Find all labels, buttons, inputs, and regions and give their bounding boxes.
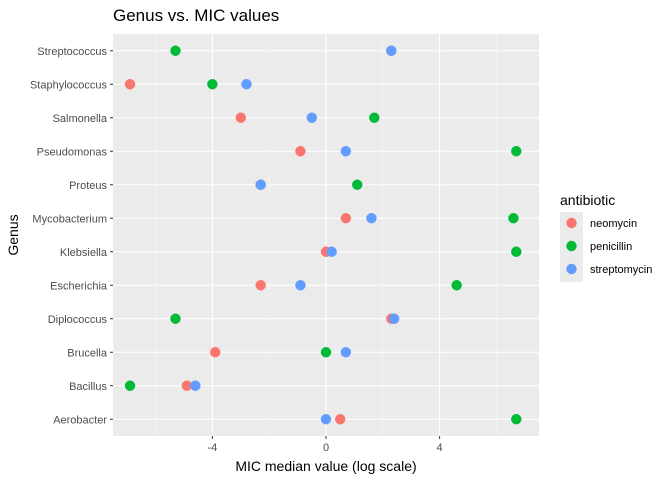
data-point-streptomycin: Pseudomonas — streptomycin: 0.7 <box>340 146 352 157</box>
data-point-penicillin: Salmonella — penicillin: 1.7 <box>369 112 380 123</box>
data-point-streptomycin: Klebsiella — streptomycin: 0.2 <box>326 246 337 257</box>
data-point-streptomycin: Staphylococcus — streptomycin: -2.8 <box>241 79 252 90</box>
data-point-neomycin: Staphylococcus — neomycin: -6.9 <box>124 79 136 90</box>
data-point-penicillin: Aerobacter — penicillin: 6.7 <box>511 414 522 425</box>
data-point-streptomycin: Salmonella — streptomycin: -0.5 <box>306 112 317 123</box>
data-point-streptomycin: Aerobacter — streptomycin: 0 <box>320 414 332 425</box>
data-point-penicillin: Staphylococcus — penicillin: -4 <box>207 79 218 90</box>
data-point-neomycin: Mycobacterium — neomycin: 0.7 <box>340 213 352 224</box>
data-point-neomycin: Salmonella — neomycin: -3 <box>235 112 246 123</box>
chart-title: Genus vs. MIC values <box>113 6 279 25</box>
y-tick-label: Salmonella <box>53 113 108 125</box>
data-point-penicillin: Proteus — penicillin: 1.1 <box>352 179 363 190</box>
data-point-neomycin: Pseudomonas — neomycin: -0.9 <box>295 146 306 157</box>
data-point-neomycin: Brucella — neomycin: -3.9 <box>210 347 221 358</box>
data-point-penicillin: Escherichia — penicillin: 4.6 <box>451 280 462 291</box>
data-point-penicillin: Diplococcus — penicillin: -5.3 <box>170 313 181 324</box>
y-tick-label: Pseudomonas <box>37 146 108 158</box>
x-axis-ticks: -4 0 4 <box>208 436 443 454</box>
y-axis-title: Genus <box>5 214 21 255</box>
y-tick-label: Streptococcus <box>37 46 107 58</box>
y-tick-label: Klebsiella <box>60 247 108 259</box>
data-point-penicillin: Pseudomonas — penicillin: 6.7 <box>511 146 522 157</box>
data-point-streptomycin: Escherichia — streptomycin: -0.9 <box>295 280 306 291</box>
data-point-neomycin: Aerobacter — neomycin: 0.5 <box>335 414 346 425</box>
x-tick-label: -4 <box>208 442 218 454</box>
data-point-streptomycin: Diplococcus — streptomycin: 2.4 <box>388 313 400 324</box>
legend-label-penicillin: penicillin <box>590 241 632 253</box>
x-axis-title: MIC median value (log scale) <box>235 458 416 474</box>
data-points: Aerobacter — neomycin: 0.5 Bacillus — neo… <box>124 45 522 425</box>
data-point-penicillin: Bacillus — penicillin: -6.9 <box>124 380 136 391</box>
legend-key-streptomycin <box>566 263 577 275</box>
y-tick-label: Staphylococcus <box>30 79 108 91</box>
y-tick-label: Mycobacterium <box>32 213 107 225</box>
legend-label-neomycin: neomycin <box>590 218 637 230</box>
y-tick-label: Aerobacter <box>53 414 107 426</box>
y-tick-label: Bacillus <box>69 381 107 393</box>
grid-minor <box>155 34 497 436</box>
data-point-penicillin: Klebsiella — penicillin: 6.7 <box>511 246 522 257</box>
legend: antibiotic neomycin penicillin streptomyci… <box>560 192 652 282</box>
data-point-penicillin: Streptococcus — penicillin: -5.3 <box>170 45 181 56</box>
legend-label-streptomycin: streptomycin <box>590 264 652 276</box>
y-axis-ticks: Aerobacter Bacillus Brucella Diplococcus Esc… <box>30 46 113 426</box>
data-point-streptomycin: Streptococcus — streptomycin: 2.3 <box>386 45 397 56</box>
data-point-neomycin: Escherichia — neomycin: -2.3 <box>255 280 266 291</box>
legend-items: neomycin penicillin streptomycin <box>566 217 652 276</box>
y-tick-label: Brucella <box>67 347 108 359</box>
data-point-streptomycin: Mycobacterium — streptomycin: 1.6 <box>366 213 377 224</box>
data-point-penicillin: Mycobacterium — penicillin: 6.6 <box>508 213 519 224</box>
x-tick-label: 4 <box>437 442 443 454</box>
y-tick-label: Escherichia <box>50 280 108 292</box>
legend-title: antibiotic <box>560 192 615 208</box>
y-tick-label: Proteus <box>69 180 107 192</box>
data-point-penicillin: Brucella — penicillin: 0 <box>320 347 332 358</box>
x-tick-label: 0 <box>323 442 329 454</box>
data-point-streptomycin: Proteus — streptomycin: -2.3 <box>255 179 266 190</box>
legend-key-penicillin <box>566 240 577 252</box>
legend-key-neomycin <box>566 217 577 229</box>
data-point-streptomycin: Brucella — streptomycin: 0.7 <box>340 347 352 358</box>
y-tick-label: Diplococcus <box>48 314 108 326</box>
data-point-neomycin: Bacillus — neomycin: -4.9 <box>181 380 193 391</box>
data-point-streptomycin: Bacillus — streptomycin: -4.6 <box>190 380 201 391</box>
